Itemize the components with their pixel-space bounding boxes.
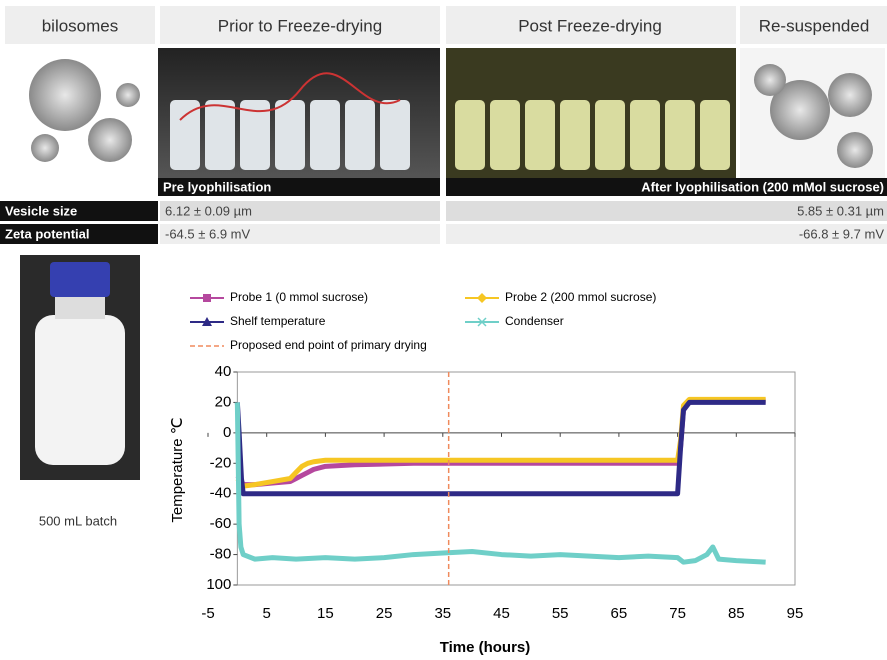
panel-label: Prior to Freeze-drying <box>218 16 382 35</box>
vesicle <box>31 134 59 162</box>
x-tick-label: 25 <box>376 605 393 622</box>
figure: bilosomes Prior to Freeze-drying Post Fr… <box>0 0 887 660</box>
vials <box>170 100 410 170</box>
x-tick-label: 95 <box>787 605 804 622</box>
row-label: Zeta potential <box>5 226 90 241</box>
vesicle <box>828 73 872 117</box>
panel-label: Re-suspended <box>759 16 870 35</box>
table: Vesicle size 6.12 ± 0.09 µm 5.85 ± 0.31 … <box>0 201 887 244</box>
panel-label: Post Freeze-drying <box>518 16 662 35</box>
headers: bilosomes Prior to Freeze-drying Post Fr… <box>5 6 887 44</box>
cell: -66.8 ± 9.7 mV <box>799 226 885 241</box>
images <box>10 48 885 178</box>
y-tick-label: -60 <box>210 515 232 532</box>
cap <box>50 262 110 297</box>
vesicle <box>837 132 873 168</box>
cell: 5.85 ± 0.31 µm <box>797 203 884 218</box>
x-tick-label: 55 <box>552 605 569 622</box>
x-tick-label: -5 <box>201 605 214 622</box>
x-tick-label: 65 <box>611 605 628 622</box>
cell: -64.5 ± 6.9 mV <box>165 226 251 241</box>
x-tick-label: 45 <box>493 605 510 622</box>
row-label: Vesicle size <box>5 203 77 218</box>
panel-label: bilosomes <box>42 16 119 35</box>
x-tick-label: 5 <box>263 605 271 622</box>
vesicle <box>116 83 140 107</box>
y-tick-label: -80 <box>210 546 232 563</box>
caption: After lyophilisation (200 mMol sucrose) <box>641 179 884 194</box>
series-line <box>237 399 765 486</box>
y-axis-label: Temperature ℃ <box>169 417 186 522</box>
legend-label: Condenser <box>505 314 564 328</box>
series-line <box>237 401 765 485</box>
x-tick-label: 75 <box>669 605 686 622</box>
vesicle <box>754 64 786 96</box>
legend-label: Shelf temperature <box>230 314 326 328</box>
vesicle <box>29 59 101 131</box>
cell: 6.12 ± 0.09 µm <box>165 203 252 218</box>
x-tick-label: 85 <box>728 605 745 622</box>
bottle-caption: 500 mL batch <box>39 513 117 528</box>
chart: 40 20 0 -20 -40 -60 -80 100 -5 5 15 25 35 45 55 65 75 85 9… <box>169 290 803 656</box>
bottle-body <box>35 315 125 465</box>
y-tick-label: -20 <box>210 454 232 471</box>
y-tick-label: 20 <box>215 393 232 410</box>
legend-label: Proposed end point of primary drying <box>230 338 427 352</box>
x-tick-label: 35 <box>434 605 451 622</box>
series-line <box>237 402 765 562</box>
legend-marker <box>203 294 211 302</box>
x-axis-label: Time (hours) <box>440 639 531 656</box>
legend-marker <box>477 293 487 303</box>
caption: Pre lyophilisation <box>163 179 271 194</box>
bottle <box>20 255 140 480</box>
y-tick-label: 40 <box>215 363 232 380</box>
bottle-neck <box>55 297 105 319</box>
vesicle <box>88 118 132 162</box>
legend-label: Probe 2 (200 mmol sucrose) <box>505 290 656 304</box>
y-tick-label: -40 <box>210 485 232 502</box>
y-tick-label: 100 <box>206 576 231 593</box>
series-line <box>237 402 765 493</box>
legend-label: Probe 1 (0 mmol sucrose) <box>230 290 368 304</box>
x-tick-label: 15 <box>317 605 334 622</box>
y-tick-label: 0 <box>223 424 231 441</box>
